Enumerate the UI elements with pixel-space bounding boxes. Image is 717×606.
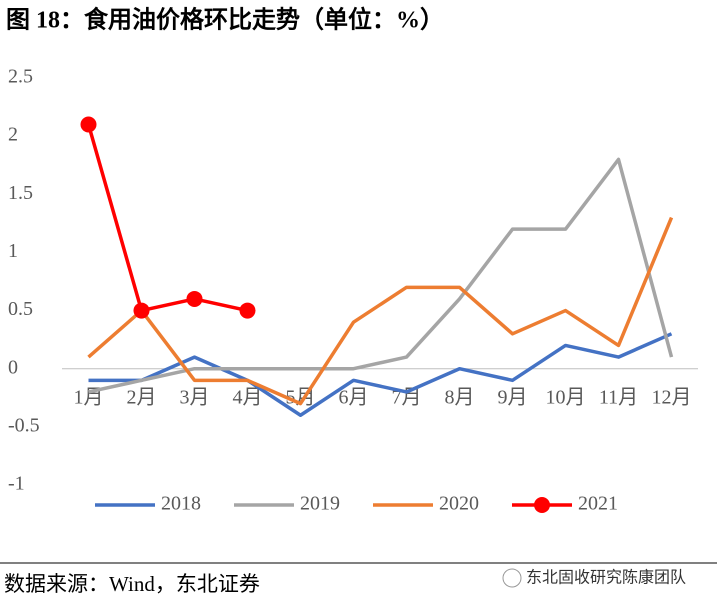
y-tick-label: 1 <box>8 240 18 262</box>
chart-title: 图 18：食用油价格环比走势（单位：%） <box>6 6 444 34</box>
point <box>186 290 203 307</box>
x-tick-label: 8月 <box>445 386 475 408</box>
x-tick-label: 11月 <box>599 386 638 408</box>
line-series <box>86 124 248 313</box>
legend-label: 2019 <box>300 493 340 515</box>
watermark: 东北固收研究陈康团队 <box>526 568 686 587</box>
y-tick-label: -0.5 <box>8 414 40 436</box>
legend-marker <box>534 497 550 513</box>
x-tick-label: 10月 <box>546 386 586 408</box>
y-tick-label: 0.5 <box>8 298 33 320</box>
legend-label: 2020 <box>439 493 479 515</box>
watermark-icon <box>502 568 522 588</box>
x-tick-label: 12月 <box>652 386 692 408</box>
point <box>80 116 97 133</box>
point <box>239 302 256 319</box>
y-tick-label: 2.5 <box>8 66 33 88</box>
legend-label: 2018 <box>161 493 201 515</box>
legend-label: 2021 <box>578 493 618 515</box>
x-tick-label: 4月 <box>233 386 263 408</box>
x-tick-label: 9月 <box>498 386 528 408</box>
line-series <box>87 216 674 406</box>
source: 数据来源：Wind，东北证券 <box>4 572 260 596</box>
point <box>133 302 150 319</box>
y-tick-label: 0 <box>8 356 18 378</box>
y-tick-label: -1 <box>8 473 25 495</box>
line-series <box>88 332 673 417</box>
y-tick-label: 1.5 <box>8 182 33 204</box>
x-tick-label: 2月 <box>127 386 157 408</box>
x-tick-label: 6月 <box>339 386 369 408</box>
y-tick-label: 2 <box>8 124 18 146</box>
x-tick-label: 3月 <box>180 386 210 408</box>
